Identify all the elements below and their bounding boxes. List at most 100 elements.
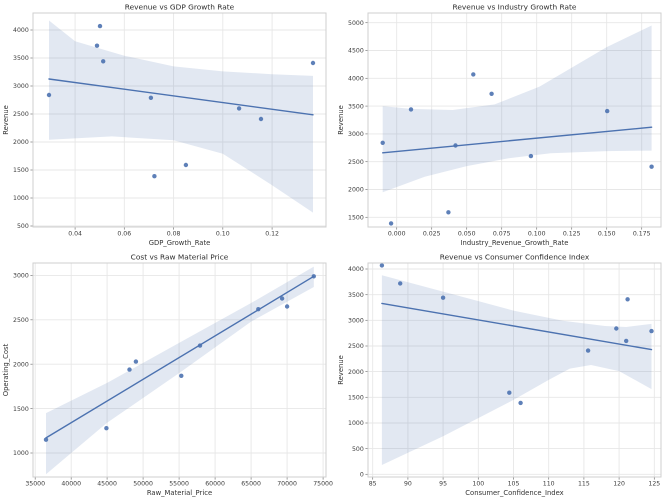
x-tick-label: 0.075 (492, 230, 510, 237)
y-tick-label: 2500 (13, 111, 29, 118)
x-tick-label: 105 (507, 480, 519, 487)
y-tick-label: 3000 (13, 83, 29, 90)
x-axis-label: Industry_Revenue_Growth_Rate (460, 239, 568, 247)
data-point (470, 72, 475, 77)
data-point (648, 328, 654, 334)
data-point (94, 43, 100, 48)
axes-spine (367, 12, 661, 228)
y-tick-label: 3500 (348, 103, 364, 110)
data-point (604, 108, 609, 114)
y-axis-label: Revenue (337, 355, 345, 385)
data-point (506, 390, 511, 395)
data-point (101, 59, 106, 64)
x-tick-label: 0.12 (265, 230, 279, 237)
x-tick-label: 95 (439, 480, 447, 487)
data-point (148, 95, 154, 101)
data-point (648, 164, 654, 169)
chart-revenue-vs-consumer-confidence: 85 90 95 100 105 110 115 120 125 0 500 1000 1500 2000… (337, 253, 661, 497)
chart-revenue-vs-gdp-growth: 0.04 0.06 0.08 0.10 0.12 500 1000 1500 2000 2500 3… (2, 3, 327, 247)
data-point (256, 307, 261, 312)
y-tick-label: 4000 (348, 76, 364, 83)
data-point (152, 174, 157, 179)
x-tick-label: 120 (613, 480, 625, 487)
x-tick-label: 85 (368, 480, 376, 487)
x-tick-label: 0.04 (68, 230, 82, 237)
data-point (517, 400, 523, 406)
axes-spine (32, 262, 327, 478)
data-point (258, 116, 264, 122)
data-point (236, 106, 242, 111)
y-tick-label: 1000 (13, 195, 29, 202)
x-tick-label: 0.050 (457, 230, 475, 237)
x-tick-label: 0.10 (216, 230, 230, 237)
data-point (179, 373, 184, 378)
x-tick-label: 0.125 (562, 230, 580, 237)
plot-area: 0.000 0.025 0.050 0.075 0.100 0.125 0.150 0.175… (348, 12, 661, 237)
trend-line (381, 126, 652, 154)
y-tick-label: 2500 (13, 317, 29, 324)
subplot-revenue-vs-consumer-confidence: 85 90 95 100 105 110 115 120 125 0 500 1000 1500 2000… (335, 250, 669, 500)
plot-area: 35000 40000 45000 50000 55000 60000 65000 70000… (13, 262, 333, 487)
data-point (284, 304, 290, 309)
plot-area: 85 90 95 100 105 110 115 120 125 0 500 1000 1500 2000… (348, 262, 661, 487)
y-tick-label: 3000 (13, 273, 29, 280)
x-tick-label: 0.100 (527, 230, 545, 237)
y-tick-label: 3500 (13, 55, 29, 62)
data-point (440, 295, 445, 300)
chart-title: Revenue vs GDP Growth Rate (125, 3, 235, 12)
subplot-revenue-vs-gdp-growth: 0.04 0.06 0.08 0.10 0.12 500 1000 1500 2000 2500 3… (0, 0, 335, 250)
data-point (197, 343, 203, 348)
y-tick-label: 4000 (348, 266, 364, 273)
y-tick-label: 2000 (13, 361, 29, 368)
data-point (380, 140, 385, 145)
y-tick-label: 2000 (348, 187, 364, 194)
chart-title: Revenue vs Consumer Confidence Index (439, 253, 589, 262)
x-axis-label: GDP_Growth_Rate (149, 239, 211, 247)
y-tick-label: 2500 (348, 159, 364, 166)
y-tick-label: 3000 (348, 131, 364, 138)
x-tick-label: 45000 (97, 480, 117, 487)
x-tick-label: 65000 (241, 480, 261, 487)
x-tick-label: 90 (403, 480, 411, 487)
data-point (279, 296, 285, 301)
x-tick-label: 115 (577, 480, 589, 487)
chart-revenue-vs-industry-growth: 0.000 0.025 0.050 0.075 0.100 0.125 0.150 0.175… (337, 3, 661, 247)
data-point (585, 348, 590, 353)
data-point (613, 326, 618, 331)
subplot-cost-vs-raw-material-price: 35000 40000 45000 50000 55000 60000 65000 70000… (0, 250, 335, 500)
x-tick-label: 0.025 (422, 230, 440, 237)
x-tick-label: 40000 (61, 480, 81, 487)
y-axis-label: Revenue (337, 105, 345, 135)
data-point (311, 274, 316, 279)
plot-area: 0.04 0.06 0.08 0.10 0.12 500 1000 1500 2000 2500 3… (13, 12, 327, 237)
y-tick-label: 1500 (348, 215, 364, 222)
y-tick-label: 4500 (348, 48, 364, 55)
data-point (388, 221, 393, 226)
data-point (408, 107, 413, 112)
y-tick-label: 500 (351, 446, 363, 453)
data-point (104, 426, 109, 431)
x-tick-label: 0.06 (117, 230, 131, 237)
data-point (183, 162, 189, 168)
y-tick-label: 1500 (13, 167, 29, 174)
x-tick-label: 70000 (277, 480, 297, 487)
x-tick-label: 50000 (133, 480, 153, 487)
x-tick-label: 125 (648, 480, 660, 487)
y-axis-label: Revenue (2, 105, 10, 135)
data-point (133, 359, 139, 364)
x-tick-label: 0.175 (632, 230, 650, 237)
trend-line (48, 78, 314, 116)
y-tick-label: 1000 (348, 420, 364, 427)
x-tick-label: 100 (472, 480, 484, 487)
x-tick-label: 0.000 (387, 230, 405, 237)
data-point (127, 367, 132, 372)
chart-cost-vs-raw-material-price: 35000 40000 45000 50000 55000 60000 65000 70000… (2, 253, 333, 498)
data-point (528, 153, 533, 159)
x-tick-label: 0.08 (167, 230, 181, 237)
data-point (623, 338, 628, 344)
data-point (379, 263, 384, 268)
y-axis-label: Operating_Cost (2, 343, 10, 396)
y-tick-label: 500 (17, 223, 29, 230)
x-tick-label: 110 (542, 480, 554, 487)
